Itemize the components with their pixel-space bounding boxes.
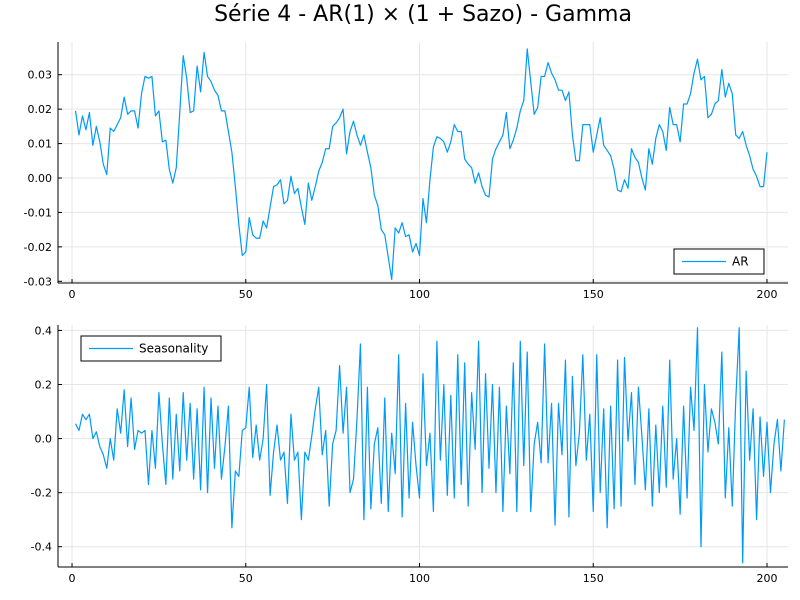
x-tick-label: 150	[583, 572, 604, 585]
y-tick-label: 0.02	[28, 103, 53, 116]
x-tick-label: 150	[583, 288, 604, 301]
panel-seasonality: 0 50 100 150 200 -0.4 -0.2 0.0 0.2 0.4 Seasonality	[31, 324, 788, 585]
x-tick-label: 50	[239, 288, 253, 301]
x-tick-label: 0	[69, 288, 76, 301]
legend-label: Seasonality	[139, 342, 208, 356]
y-tick-label: -0.03	[24, 275, 52, 288]
x-tick-label: 200	[757, 288, 778, 301]
y-tick-label: 0.03	[28, 69, 53, 82]
x-tick-label: 50	[239, 572, 253, 585]
legend: Seasonality	[80, 335, 222, 362]
y-tick-label: 0.00	[28, 172, 53, 185]
x-tick-label: 100	[409, 288, 430, 301]
series-line-ar	[74, 48, 768, 281]
x-tick-label: 0	[69, 572, 76, 585]
y-tick-label: -0.02	[24, 241, 52, 254]
legend-label: AR	[732, 255, 749, 269]
y-tick-label: -0.01	[24, 206, 52, 219]
y-tick-label: 0.0	[35, 433, 53, 446]
y-tick-label: 0.2	[35, 378, 53, 391]
y-tick-label: -0.4	[31, 541, 52, 554]
legend: AR	[673, 248, 765, 275]
y-tick-label: 0.01	[28, 138, 53, 151]
figure-title: Série 4 - AR(1) × (1 + Sazo) - Gamma	[214, 2, 632, 27]
panel-ar: 0 50 100 150 200 -0.03 -0.02 -0.01 0.00 0.01 0.02 0…	[24, 42, 788, 301]
series-line-seasonality	[74, 327, 785, 564]
y-tick-label: -0.2	[31, 487, 52, 500]
x-tick-label: 100	[409, 572, 430, 585]
y-tick-label: 0.4	[35, 324, 53, 337]
x-tick-label: 200	[757, 572, 778, 585]
